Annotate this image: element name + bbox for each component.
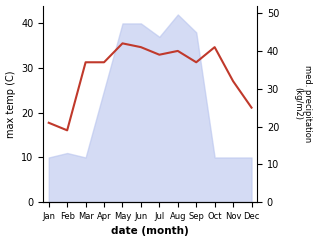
Y-axis label: max temp (C): max temp (C) <box>5 70 16 138</box>
X-axis label: date (month): date (month) <box>111 227 189 236</box>
Y-axis label: med. precipitation
(kg/m2): med. precipitation (kg/m2) <box>293 65 313 143</box>
